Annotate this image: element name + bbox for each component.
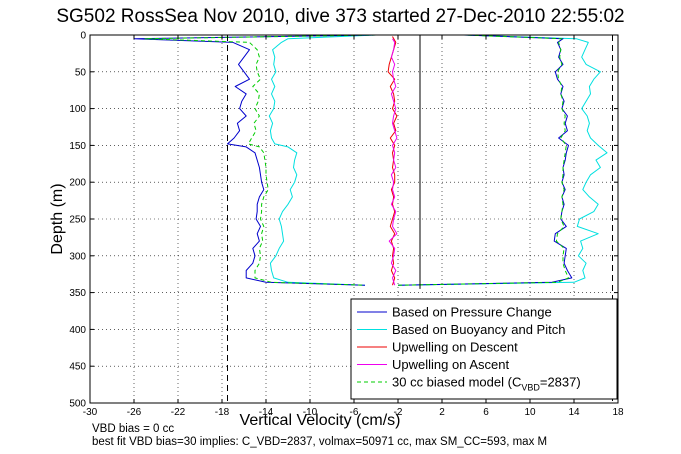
buoyancy-descent-line	[268, 34, 377, 286]
y-tick-label: 150	[69, 141, 86, 152]
chart-title: SG502 RossSea Nov 2010, dive 373 started…	[56, 6, 625, 27]
model-descent-line	[144, 34, 377, 286]
pressure-descent-line	[133, 34, 377, 286]
y-tick-label: 500	[69, 399, 86, 410]
x-axis-label: Vertical Velocity (cm/s)	[240, 412, 401, 429]
y-tick-label: 350	[69, 288, 86, 299]
y-tick-label: 100	[69, 104, 86, 115]
legend-label-ascent: Upwelling on Ascent	[392, 357, 509, 372]
legend-label-descent: Upwelling on Descent	[392, 340, 518, 355]
x-tick-label: -18	[215, 407, 230, 418]
pressure-ascent-line	[397, 34, 573, 286]
y-axis-label: Depth (m)	[49, 183, 66, 254]
y-tick-label: 300	[69, 251, 86, 262]
x-tick-label: 14	[568, 407, 580, 418]
x-tick-label: -10	[303, 407, 318, 418]
x-tick-label: 18	[612, 407, 624, 418]
best-fit-note: best fit VBD bias=30 implies: C_VBD=2837…	[92, 436, 548, 448]
model-ascent-line	[397, 34, 569, 286]
x-tick-label: -22	[171, 407, 186, 418]
x-tick-label: -26	[127, 407, 142, 418]
y-tick-label: 50	[75, 67, 87, 78]
x-tick-label: -14	[259, 407, 274, 418]
series-layer	[133, 34, 608, 286]
vbd-bias-note: VBD bias = 0 cc	[92, 423, 175, 435]
y-tick-label: 200	[69, 178, 86, 189]
legend-label-pressure: Based on Pressure Change	[392, 305, 552, 320]
buoyancy-ascent-line	[397, 34, 608, 286]
x-tick-label: -2	[394, 407, 403, 418]
legend-tail: =2837)	[540, 375, 581, 390]
x-tick-label: -30	[83, 407, 98, 418]
reference-lines	[227, 35, 613, 403]
legend-label-buoyancy: Based on Buoyancy and Pitch	[392, 322, 565, 337]
ascent-line	[388, 38, 398, 286]
y-tick-label: 400	[69, 325, 86, 336]
legend: Based on Pressure Change Based on Buoyanc…	[350, 298, 618, 400]
y-tick-label: 0	[80, 31, 86, 42]
x-tick-label: -6	[350, 407, 359, 418]
x-tick-label: 10	[524, 407, 536, 418]
legend-box	[350, 298, 618, 400]
y-tick-label: 250	[69, 215, 86, 226]
x-tick-label: 6	[483, 407, 489, 418]
y-tick-label: 450	[69, 362, 86, 373]
legend-subscript: VBD	[521, 383, 540, 393]
x-tick-label: 2	[439, 407, 445, 418]
tick-layer: -30 -26 -22 -18 -14 -10 -6 -2 2 6 10 14 180501001502…	[69, 31, 624, 419]
